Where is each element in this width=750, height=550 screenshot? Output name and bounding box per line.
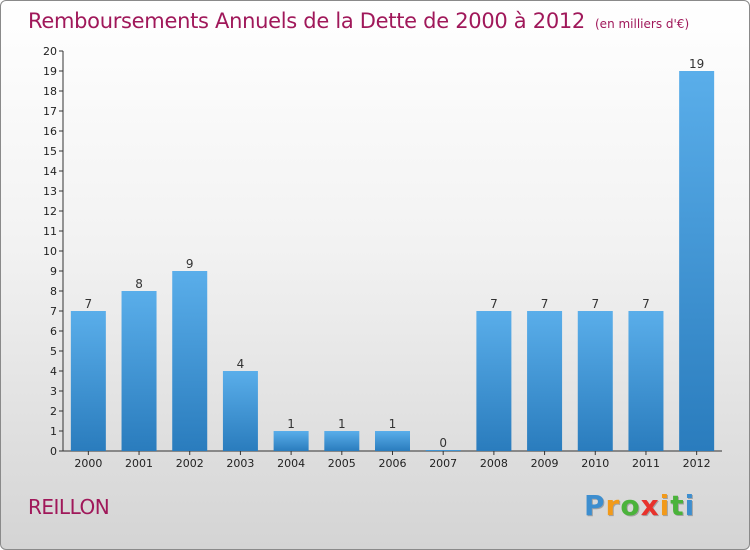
- logo-letter: t: [670, 489, 685, 522]
- bar: [70, 311, 106, 451]
- x-tick-label: 2004: [277, 457, 305, 470]
- x-tick-label: 2002: [176, 457, 204, 470]
- y-tick-label: 3: [50, 385, 57, 398]
- chart-unit-note: (en milliers d'€): [595, 17, 690, 31]
- logo-letter: i: [684, 489, 696, 522]
- bar-value-label: 7: [85, 297, 93, 311]
- y-tick-label: 15: [43, 145, 57, 158]
- x-tick-label: 2008: [480, 457, 508, 470]
- bar-value-label: 9: [186, 257, 194, 271]
- y-tick-label: 2: [50, 405, 57, 418]
- proxiti-logo: Proxiti: [584, 489, 695, 522]
- x-tick-label: 2009: [531, 457, 559, 470]
- logo-letter: i: [659, 489, 671, 522]
- chart-title: Remboursements Annuels de la Dette de 20…: [28, 9, 585, 33]
- x-tick-label: 2010: [581, 457, 609, 470]
- y-tick-label: 5: [50, 345, 57, 358]
- y-tick-label: 17: [43, 105, 57, 118]
- y-tick-label: 18: [43, 85, 57, 98]
- bar: [577, 311, 613, 451]
- logo-letter: o: [620, 489, 641, 522]
- bar: [172, 271, 208, 451]
- chart-title-block: Remboursements Annuels de la Dette de 20…: [28, 9, 689, 33]
- y-tick-label: 20: [43, 45, 57, 58]
- y-tick-label: 10: [43, 245, 57, 258]
- x-tick-label: 2005: [328, 457, 356, 470]
- bar-value-label: 1: [287, 417, 295, 431]
- bar-value-label: 7: [642, 297, 650, 311]
- y-tick-label: 9: [50, 265, 57, 278]
- bar-value-label: 4: [237, 357, 245, 371]
- bar-value-label: 8: [135, 277, 143, 291]
- bar: [375, 431, 410, 451]
- y-tick-label: 13: [43, 185, 57, 198]
- y-tick-label: 16: [43, 125, 57, 138]
- x-tick-label: 2000: [74, 457, 102, 470]
- y-tick-label: 1: [50, 425, 57, 438]
- bar: [222, 371, 258, 451]
- bar-value-label: 7: [591, 297, 599, 311]
- bar-value-label: 7: [541, 297, 549, 311]
- x-tick-label: 2011: [632, 457, 660, 470]
- y-tick-label: 4: [50, 365, 57, 378]
- bar: [628, 311, 664, 451]
- bar: [476, 311, 512, 451]
- bar-value-label: 19: [689, 57, 704, 71]
- y-tick-label: 8: [50, 285, 57, 298]
- y-tick-label: 7: [50, 305, 57, 318]
- x-tick-label: 2003: [226, 457, 254, 470]
- bar: [273, 431, 309, 451]
- y-tick-label: 6: [50, 325, 57, 338]
- x-tick-label: 2012: [683, 457, 711, 470]
- bar: [121, 291, 157, 451]
- y-tick-label: 11: [43, 225, 57, 238]
- bar-value-label: 0: [439, 436, 447, 450]
- bar-value-label: 1: [338, 417, 346, 431]
- y-tick-label: 0: [50, 445, 57, 458]
- bar: [679, 71, 715, 451]
- bar-value-label: 1: [389, 417, 397, 431]
- x-tick-label: 2001: [125, 457, 153, 470]
- bar: [324, 431, 360, 451]
- x-tick-label: 2006: [379, 457, 407, 470]
- commune-name: REILLON: [28, 495, 110, 519]
- bar: [425, 450, 461, 451]
- bar: [527, 311, 563, 451]
- y-tick-label: 19: [43, 65, 57, 78]
- logo-letter: P: [584, 489, 606, 522]
- y-tick-label: 14: [43, 165, 57, 178]
- logo-letter: r: [605, 489, 621, 522]
- x-tick-label: 2007: [429, 457, 457, 470]
- bar-value-label: 7: [490, 297, 498, 311]
- logo-letter: x: [640, 489, 660, 522]
- y-tick-label: 12: [43, 205, 57, 218]
